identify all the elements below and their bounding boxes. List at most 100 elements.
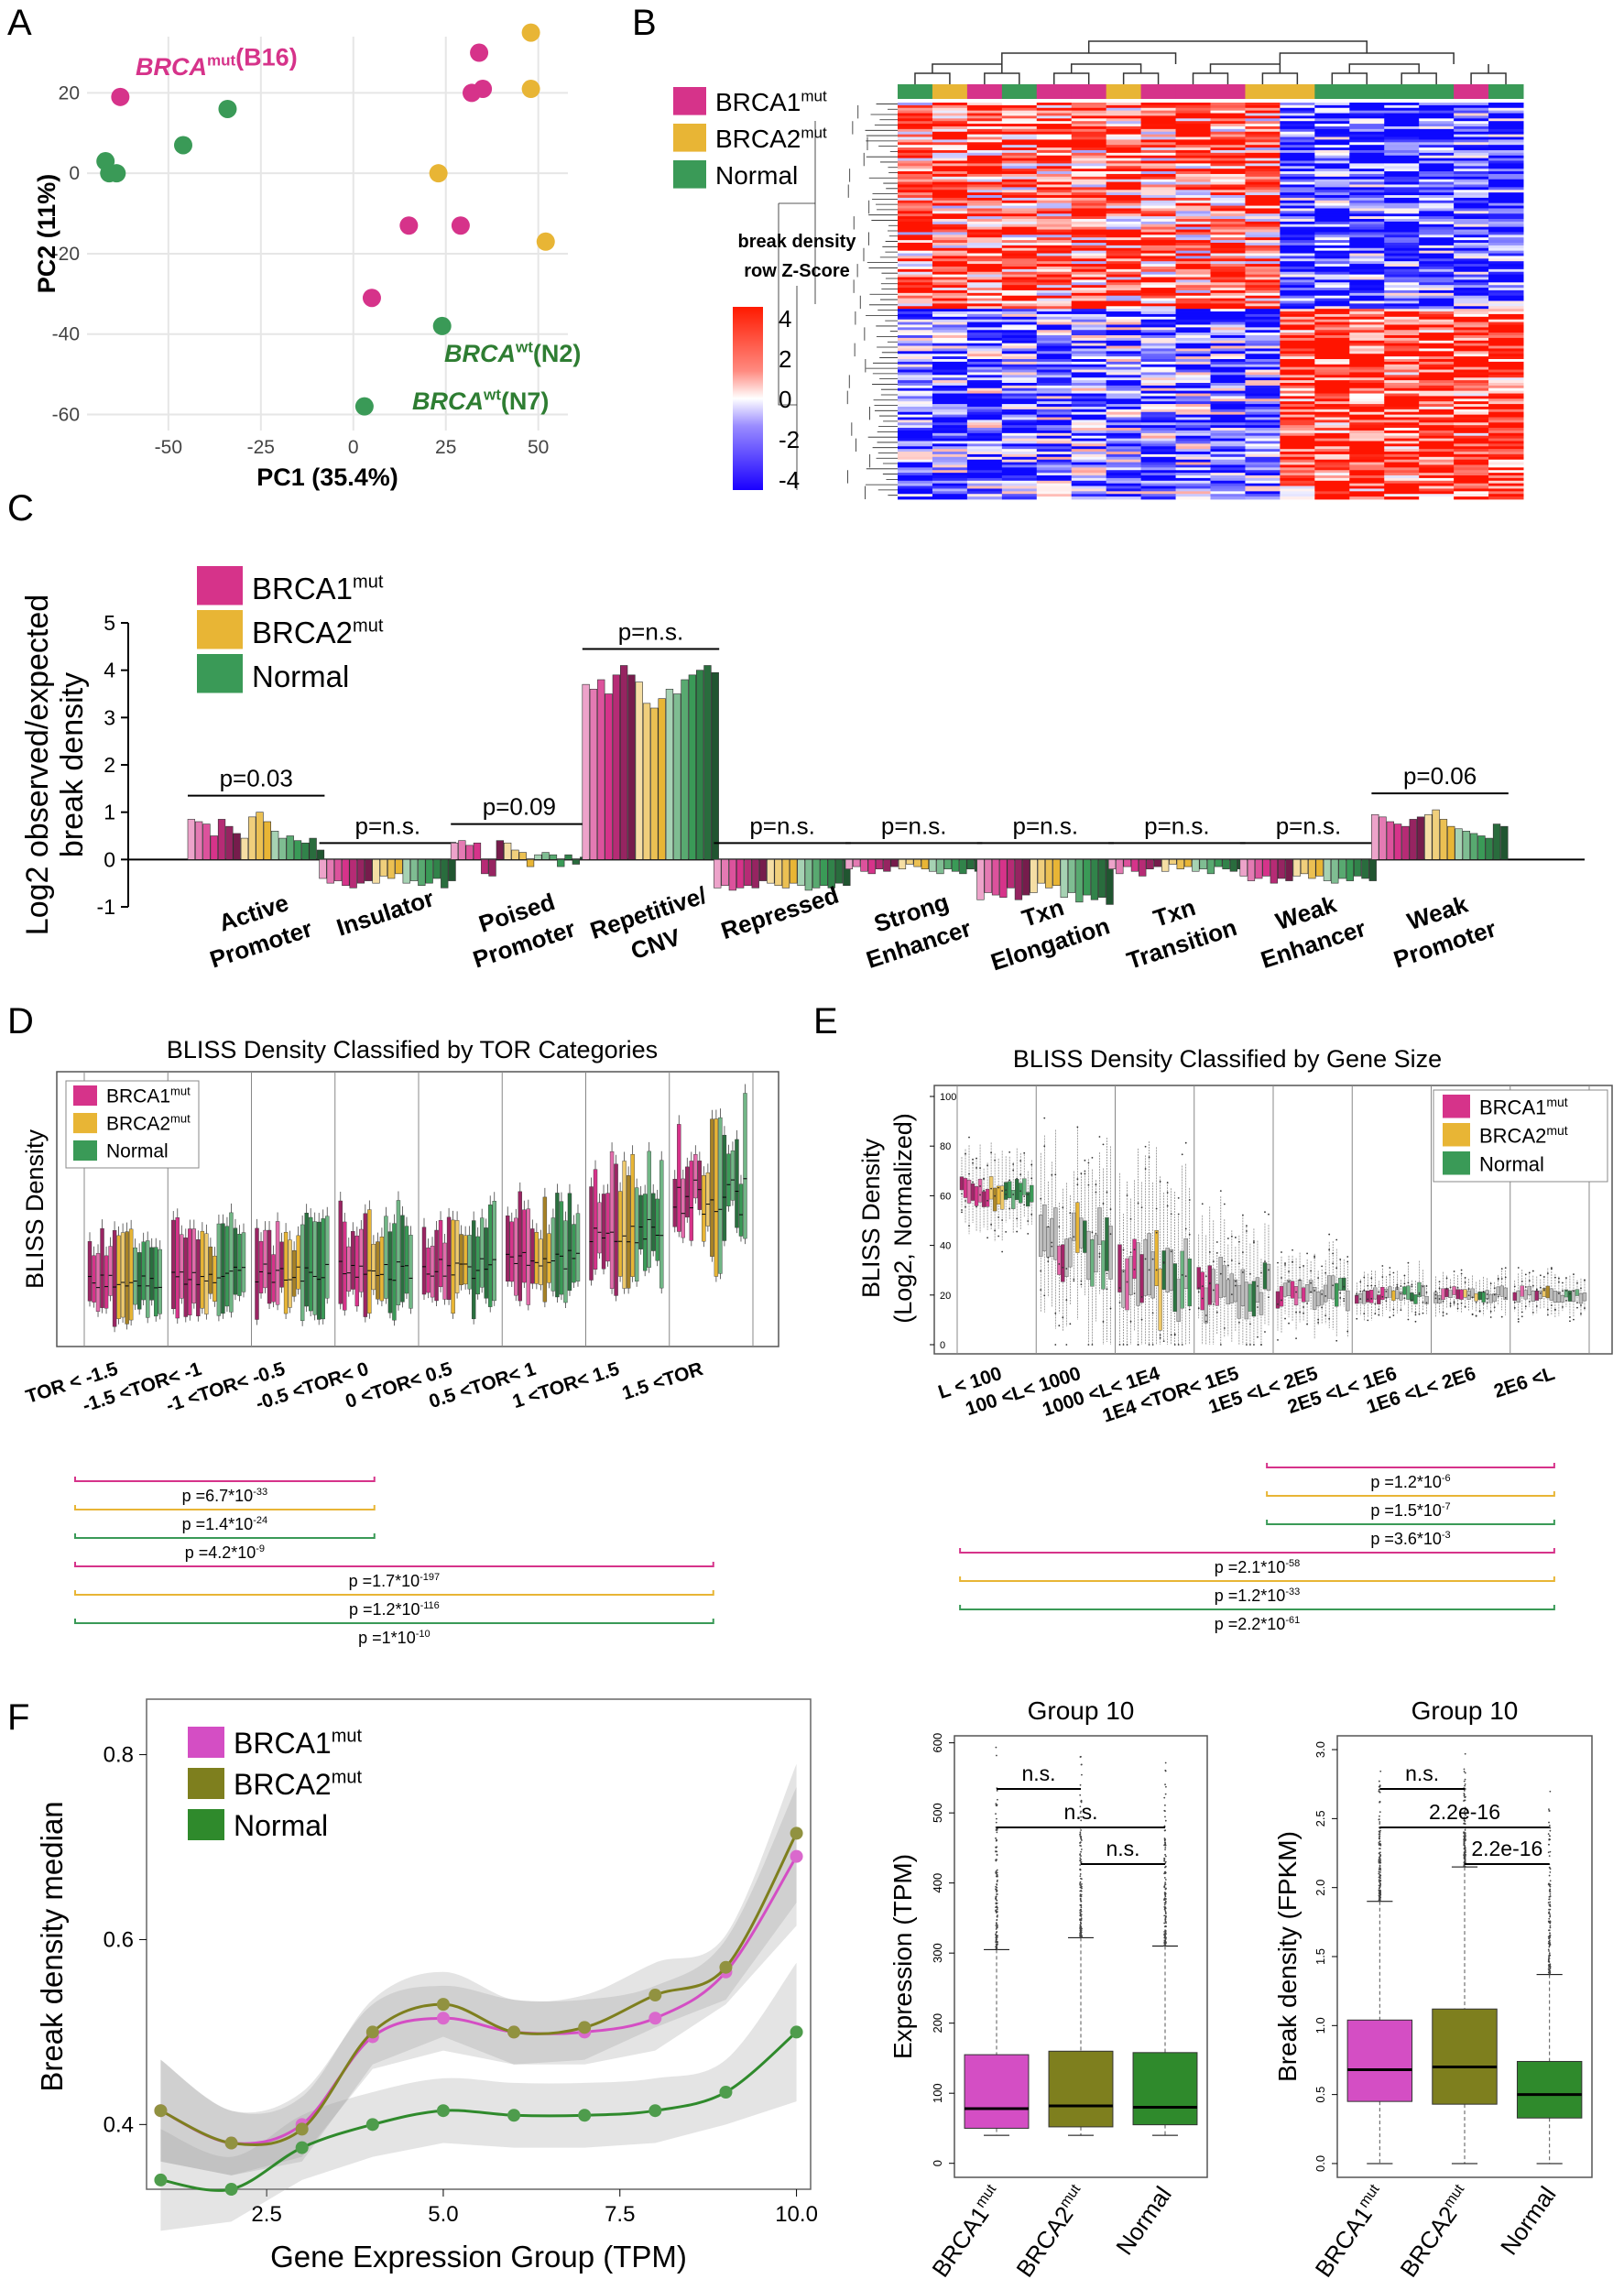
f-point-Normal [436, 2104, 450, 2118]
e-outlier [1576, 1281, 1578, 1284]
heatmap-cell [1488, 398, 1524, 402]
d-box [626, 1175, 631, 1289]
heatmap-cell [966, 333, 1003, 336]
heatmap-cell [1314, 316, 1350, 321]
heatmap-cell [1140, 155, 1177, 159]
heatmap-cell [932, 475, 968, 479]
heatmap-cell [932, 271, 968, 276]
heatmap-cell [1488, 121, 1524, 125]
f-point-BRCA2mut [649, 1989, 662, 2002]
heatmap-cell [966, 309, 1003, 312]
heatmap-cell [1001, 190, 1038, 193]
heatmap-cell [1349, 205, 1385, 209]
heatmap-cell [932, 145, 968, 148]
heatmap-cell [1001, 435, 1038, 440]
heatmap-cell [1314, 147, 1350, 151]
heatmap-cell [1210, 464, 1246, 468]
c-bar [549, 854, 558, 860]
heatmap-cell [1001, 417, 1038, 420]
heatmap-cell [1488, 219, 1524, 223]
e-outlier [972, 1161, 974, 1164]
heatmap-cell [966, 155, 1003, 159]
e-outlier [1489, 1310, 1492, 1313]
heatmap-cell [1036, 306, 1073, 310]
heatmap-cell [1454, 124, 1489, 127]
e-box [1057, 1245, 1062, 1275]
heatmap-cell [1245, 311, 1281, 315]
e-box [1377, 1294, 1381, 1304]
e-outlier [1030, 1177, 1033, 1180]
e-outlier [1542, 1289, 1545, 1292]
heatmap-cell [898, 404, 933, 408]
panel-f-expr-outlier [1164, 1816, 1166, 1818]
e-outlier [1449, 1304, 1452, 1307]
heatmap-cell [966, 202, 1003, 206]
heatmap-cell [1280, 441, 1315, 444]
heatmap-cell [1175, 477, 1211, 482]
heatmap-cell [1280, 401, 1315, 405]
heatmap-cell [932, 462, 968, 465]
e-outlier [1513, 1285, 1516, 1288]
e-box [1567, 1291, 1573, 1302]
e-outlier [1569, 1292, 1571, 1295]
heatmap-cell [1488, 158, 1524, 161]
heatmap-cell [1036, 139, 1073, 143]
e-outlier [1524, 1273, 1527, 1276]
heatmap-cell [1349, 462, 1385, 465]
heatmap-cell [1314, 485, 1350, 489]
heatmap-cell [1036, 300, 1073, 304]
heatmap-cell [1454, 470, 1489, 474]
heatmap-cell [1384, 446, 1420, 450]
panel-f-break-outlier [1378, 1872, 1380, 1875]
e-outlier [1027, 1194, 1030, 1195]
heatmap-cell [1245, 414, 1281, 418]
heatmap-cell [1280, 245, 1315, 249]
heatmap-cell [1140, 496, 1177, 500]
heatmap-cell [1349, 131, 1385, 136]
heatmap-cell [1001, 107, 1038, 112]
e-box [1560, 1294, 1565, 1303]
e-outlier [1076, 1178, 1079, 1181]
heatmap-cell [1419, 277, 1455, 280]
c-bar [1315, 859, 1324, 877]
heatmap-cell [1036, 242, 1073, 246]
heatmap-cell [932, 192, 968, 196]
heatmap-cell [1280, 221, 1315, 225]
heatmap-cell [1280, 155, 1315, 159]
e-outlier [1562, 1305, 1564, 1308]
d-box [154, 1247, 158, 1317]
e-outlier [1442, 1311, 1444, 1314]
heatmap-cell [1210, 372, 1246, 376]
pca-xtick: -50 [155, 437, 182, 458]
e-outlier [1151, 1258, 1154, 1260]
e-outlier [1019, 1190, 1022, 1193]
heatmap-cell [1384, 309, 1420, 312]
e-outlier [1080, 1283, 1083, 1286]
heatmap-cell [1036, 485, 1073, 489]
heatmap-cell [1384, 452, 1420, 455]
heatmap-cell [1454, 456, 1489, 461]
heatmap-cell [1245, 232, 1281, 235]
heatmap-cell [1106, 245, 1142, 249]
heatmap-cell [1071, 242, 1107, 246]
e-box [1204, 1287, 1208, 1324]
e-outlier [1562, 1290, 1564, 1292]
heatmap-cell [1036, 163, 1073, 167]
heatmap-cell [1175, 216, 1211, 220]
e-outlier [1197, 1287, 1200, 1290]
heatmap-cell [898, 496, 933, 500]
panel-f-expr-outlier [1080, 1845, 1082, 1848]
panel-f-expr-outlier [1080, 1930, 1083, 1933]
heatmap-cell [1384, 372, 1420, 376]
e-category-label: 2E6 <L [1491, 1363, 1557, 1402]
heatmap-cell [1245, 456, 1281, 461]
heatmap-cell [1488, 467, 1524, 471]
heatmap-cell [1106, 313, 1142, 318]
c-pvalue-label: p=n.s. [618, 618, 684, 646]
e-outlier [1500, 1315, 1503, 1318]
e-outlier [1257, 1285, 1259, 1287]
panel-f-expr-outlier [996, 1754, 997, 1757]
heatmap-cell [932, 103, 968, 106]
heatmap-cell [1210, 181, 1246, 185]
c-bar [217, 819, 226, 860]
